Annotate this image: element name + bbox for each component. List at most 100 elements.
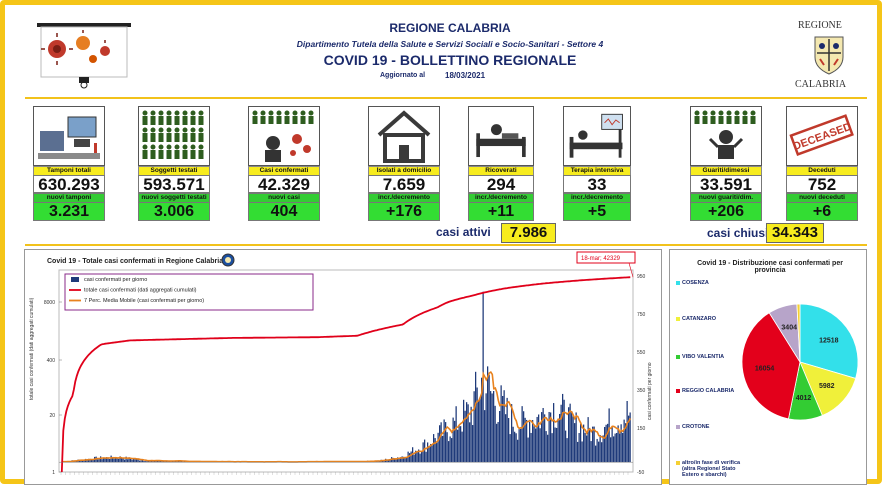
daily-bar [583,425,584,463]
daily-bar [526,420,527,462]
daily-bar [478,401,479,462]
daily-bar [405,458,406,462]
daily-bar [558,419,559,463]
pie-legend-swatch [676,425,680,429]
daily-bar [424,440,425,463]
active-cases-value: 7.986 [501,223,556,243]
daily-bar [409,453,410,462]
stat-sub-value: +206 [690,202,762,221]
daily-bar [616,433,617,462]
pie-slice-value: 12518 [819,338,839,345]
daily-bar [510,434,511,462]
daily-bar [489,375,490,462]
daily-bar [501,385,502,462]
covid-logo-icon [35,19,133,89]
right-tick-label: 150 [637,426,646,432]
daily-bar [496,424,497,462]
daily-bar [564,400,565,462]
updated-date: 18/03/2021 [445,71,485,80]
stat-sub-value: 3.006 [138,202,210,221]
daily-bar [598,442,599,463]
daily-bar [432,445,433,462]
daily-bar [436,443,437,462]
department-subtitle: Dipartimento Tutela della Salute e Servi… [260,39,640,49]
daily-bar [103,458,104,462]
region-logo-bottom: CALABRIA [795,79,846,90]
chart-title: Covid 19 - Totale casi confermati in Reg… [47,258,223,265]
daily-bar [523,411,524,462]
daily-bar [573,416,574,462]
region-badge-inner [225,257,231,263]
daily-bar [567,438,568,462]
patient-virus-icon [248,106,320,166]
daily-bar [604,427,605,462]
daily-bar [127,459,128,462]
daily-bar [615,434,616,463]
stat-sub-value: 3.231 [33,202,105,221]
daily-bar [487,366,488,462]
daily-bar [582,441,583,462]
right-tick-label: -50 [637,470,644,476]
daily-bar [603,435,604,462]
stat-sub-label: nuovi casi [248,193,320,202]
daily-bar [580,424,581,462]
daily-bar [540,428,541,462]
daily-bar [93,460,94,462]
daily-bar [121,458,122,462]
legend-entry: totale casi confermati (dati aggregati c… [84,288,197,294]
stat-value: 630.293 [33,175,105,193]
daily-bar [568,407,569,462]
pie-slice-value: 16054 [755,365,775,372]
daily-bar [448,441,449,462]
daily-bar [421,452,422,462]
daily-bar [516,433,517,462]
daily-bar [472,425,473,462]
region-crest-icon [813,33,845,75]
daily-bar [577,442,578,462]
daily-bar [531,433,532,462]
right-tick-label: 550 [637,350,646,356]
stat-label: Ricoverati [468,166,534,175]
daily-bar [507,398,508,462]
daily-bar [426,452,427,462]
daily-bar [571,411,572,462]
daily-bar [435,438,436,462]
daily-bar [463,400,464,462]
daily-bar [427,442,428,462]
daily-bar [591,441,592,462]
daily-bar [450,436,451,462]
daily-bar [453,418,454,463]
pie-slice-value: 4012 [796,395,812,402]
daily-bar [552,433,553,462]
stat-value: 33.591 [690,175,762,193]
daily-bar [594,427,595,463]
daily-bar [499,411,500,462]
stat-sub-value: +6 [786,202,858,221]
daily-bar [97,460,98,463]
daily-bar [502,396,503,462]
active-cases-label: casi attivi [436,225,491,239]
daily-bar [622,433,623,462]
daily-bar [454,421,455,462]
daily-bar [474,391,475,462]
daily-bar [561,405,562,462]
daily-bar [451,438,452,462]
daily-bar [414,455,415,463]
daily-bar [519,429,520,462]
right-tick-label: 350 [637,388,646,394]
daily-bar [619,433,620,462]
daily-bar [601,442,602,462]
daily-bar [102,459,103,462]
daily-bar [492,393,493,462]
daily-bar [504,390,505,462]
daily-bar [130,459,131,462]
daily-bar [480,397,481,462]
daily-bar [484,410,485,462]
daily-bar [100,456,101,462]
stat-value: 752 [786,175,858,193]
daily-bar [132,460,133,463]
daily-bar [520,429,521,462]
daily-bar [495,406,496,462]
stat-sub-value: +176 [368,202,440,221]
daily-bar [546,431,547,462]
